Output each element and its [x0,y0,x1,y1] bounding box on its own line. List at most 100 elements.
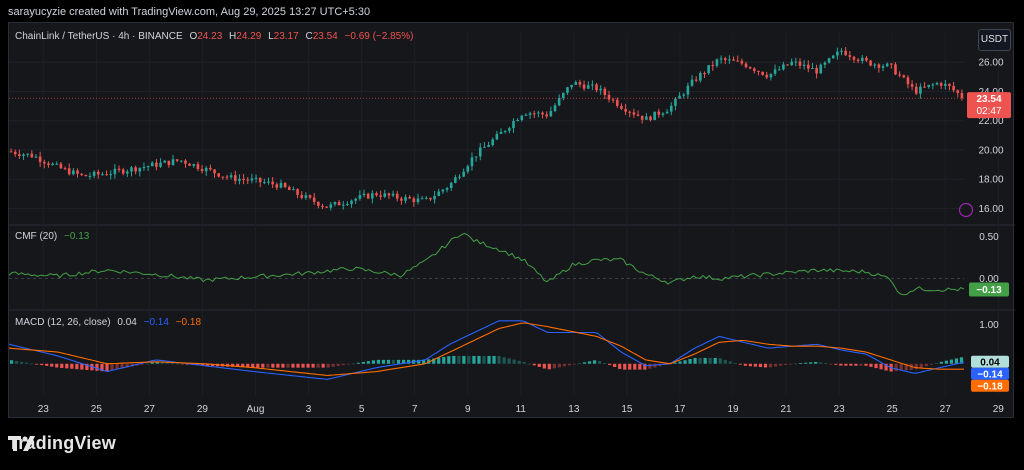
candle-body [38,156,42,162]
macd-histogram-bar [577,363,582,365]
macd-histogram-bar [261,363,265,368]
candle-body [906,77,910,85]
candle-body [686,85,690,95]
candle-body [279,183,283,188]
candle-body [769,73,773,78]
macd-histogram-bar [824,363,828,364]
candle-body [582,84,586,89]
macd-histogram-bar [814,361,818,364]
macd-histogram-bar [150,362,154,364]
candle-body [213,169,216,174]
macd-histogram-bar [231,363,235,367]
candle-body [404,197,407,201]
candle-body [362,193,366,196]
candle-body [894,64,897,75]
macd-histogram-bar [804,362,808,364]
price-badge-countdown: 02:47 [976,106,1001,117]
candle-body [591,84,594,86]
macd-histogram-bar [829,363,833,365]
macd-histogram-bar [618,363,622,370]
candle-body [831,55,835,59]
macd-histogram-bar [718,358,722,364]
candle-body [890,63,893,65]
candle-body [454,177,457,183]
candle-body [462,171,465,177]
macd-histogram-bar [799,363,803,364]
candle-body [246,179,250,181]
candle-body [952,85,955,91]
candle-body [927,84,931,87]
macd-histogram-bar [698,357,702,364]
candle-body [512,121,515,129]
macd-tick-label: 1.00 [979,320,999,331]
candle-body [669,105,673,112]
candle-body [794,61,798,63]
candle-body [420,198,424,200]
candle-body [134,167,137,172]
candle-body [503,130,507,132]
candle-body [171,159,175,165]
macd-histogram-bar [703,357,707,364]
candle-body [242,178,245,180]
chart-canvas[interactable]: 16.0018.0020.0022.0024.0026.0023252729Au… [9,23,1015,419]
candle-body [478,147,482,157]
candle-body [599,88,602,91]
macd-histogram-bar [437,357,441,364]
candle-body [470,157,474,167]
candle-body [723,58,727,60]
candle-body [852,56,856,60]
macd-histogram-bar [623,363,627,370]
macd-histogram-bar [507,358,511,364]
candle-body [449,182,453,189]
candle-body [333,202,337,205]
candle-body [163,160,167,163]
macd-histogram-bar [40,363,44,366]
candle-body [931,84,935,86]
macd-histogram-bar [371,360,376,364]
macd-histogram-bar [497,356,501,364]
candle-body [844,50,847,56]
candle-body [59,163,63,169]
candle-body [184,160,187,164]
cmf-badge-value: −0.13 [976,285,1002,296]
candle-body [865,57,868,61]
currency-button[interactable]: USDT [978,29,1011,51]
candle-body [732,59,735,61]
candle-body [383,193,387,197]
candle-body [47,163,50,165]
candle-body [524,114,528,116]
macd-histogram-bar [633,363,637,370]
candle-body [765,74,769,78]
chart-area[interactable]: 16.0018.0020.0022.0024.0026.0023252729Au… [8,22,1015,419]
time-tick-label: 27 [144,404,156,415]
macd-histogram-bar [542,363,546,369]
candle-body [250,178,254,181]
candle-body [574,82,578,85]
candle-body [375,193,378,196]
price-legend: ChainLink / TetherUS · 4h · BINANCE O24.… [15,31,417,42]
candle-body [611,99,615,101]
candle-body [499,131,503,134]
candle-body [645,116,648,120]
macd-histogram-bar [24,362,29,364]
candle-body [661,113,665,115]
candle-body [520,115,524,120]
macd-histogram-bar [467,355,471,364]
price-candles [9,47,964,211]
candle-body [354,198,358,201]
macd-histogram-bar [301,363,305,368]
candle-body [640,115,644,120]
macd-histogram-bar [462,355,466,364]
candle-body [595,84,598,91]
macd-histogram-bar [422,359,426,364]
macd-histogram-bar [512,359,516,364]
macd-histogram-bar [537,363,541,367]
price-tick-label: 16.00 [978,204,1003,215]
macd-histogram-bar [557,363,561,368]
macd-histogram-bar [341,363,345,366]
candle-body [856,59,860,61]
macd-histogram-bar [406,359,411,364]
macd-histogram-bar [773,363,778,367]
macd-histogram-bar [125,363,129,368]
macd-histogram-bar [678,361,682,364]
